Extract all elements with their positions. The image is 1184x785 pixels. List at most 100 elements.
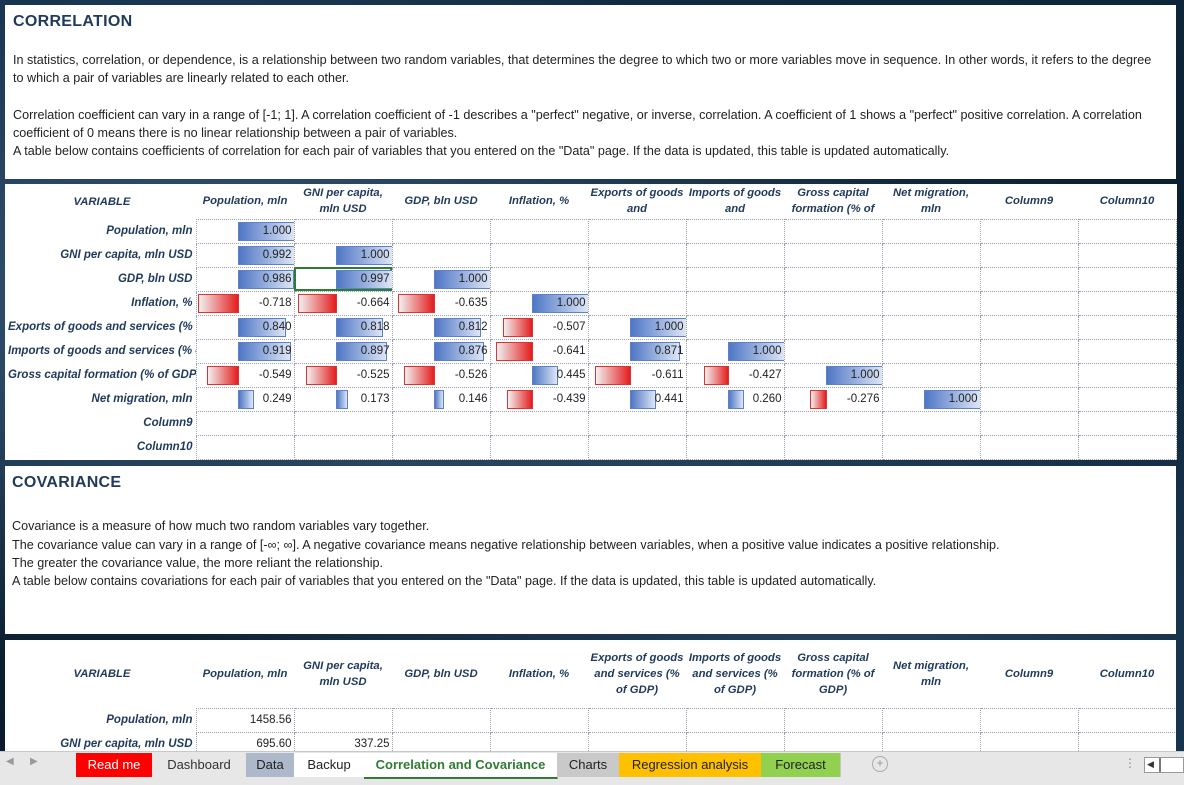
cov-cell[interactable] [783,707,883,733]
corr-cell[interactable] [979,218,1079,244]
corr-cell[interactable]: 1.000 [881,386,981,412]
corr-cell[interactable] [1077,290,1177,316]
corr-cell[interactable]: -0.526 [391,362,491,388]
corr-cell[interactable] [979,314,1079,340]
corr-cell[interactable] [1077,434,1177,460]
corr-cell[interactable] [783,266,883,292]
corr-row-label[interactable]: GDP, bln USD [117,272,193,285]
corr-cell[interactable] [783,410,883,436]
corr-cell[interactable]: 0.919 [195,338,295,364]
corr-row-label[interactable]: Column10 [136,440,193,453]
corr-cell[interactable] [391,410,491,436]
cov-header-col-10[interactable]: Column10 [1099,667,1155,680]
corr-cell[interactable]: 0.997 [293,266,393,292]
corr-cell[interactable]: -0.276 [783,386,883,412]
corr-cell[interactable] [587,434,687,460]
cov-cell[interactable] [391,707,491,733]
cov-cell[interactable] [783,731,883,751]
corr-cell[interactable]: -0.549 [195,362,295,388]
cov-cell[interactable] [881,731,981,751]
corr-cell[interactable]: 0.249 [195,386,295,412]
cov-header-col-3[interactable]: GDP, bln USD [404,667,478,680]
sheet-tab-read-me[interactable]: Read me [76,753,153,777]
corr-cell[interactable] [195,434,295,460]
corr-cell[interactable] [979,410,1079,436]
sheet-tab-data[interactable]: Data [246,753,295,777]
sheet-tab-correlation-and-covariance[interactable]: Correlation and Covariance [364,753,558,779]
cov-cell[interactable] [979,707,1079,733]
corr-header-col-4[interactable]: Inflation, % [508,195,570,208]
corr-cell[interactable] [1077,266,1177,292]
cov-cell[interactable] [1077,731,1176,751]
corr-header-col-7[interactable]: Gross capital formation (% of [791,187,875,216]
cov-header-col-8[interactable]: Net migration, mln [893,659,969,688]
corr-cell[interactable]: -0.525 [293,362,393,388]
sheet-tab-forecast[interactable]: Forecast [761,753,841,777]
corr-cell[interactable] [783,338,883,364]
cov-cell[interactable] [685,707,785,733]
cov-cell[interactable] [293,707,393,733]
corr-cell[interactable]: 0.173 [293,386,393,412]
corr-cell[interactable] [587,218,687,244]
corr-cell[interactable] [391,218,491,244]
corr-cell[interactable]: -0.439 [489,386,589,412]
corr-cell[interactable] [685,218,785,244]
corr-cell[interactable] [685,266,785,292]
corr-cell[interactable] [293,410,393,436]
corr-cell[interactable] [587,410,687,436]
cov-header-col-6[interactable]: Imports of goods and services (% of GDP) [688,651,782,696]
cov-cell[interactable] [587,707,687,733]
corr-cell[interactable]: -0.718 [195,290,295,316]
corr-cell[interactable] [979,242,1079,268]
corr-cell[interactable]: 0.441 [587,386,687,412]
corr-header-col-10[interactable]: Column10 [1099,195,1155,208]
more-options-icon[interactable]: ⋮ [1124,756,1136,770]
corr-cell[interactable] [587,290,687,316]
corr-cell[interactable]: 1.000 [391,266,491,292]
scroll-tabs-left-icon[interactable]: ◀ [6,756,14,767]
cov-cell[interactable] [881,707,981,733]
corr-row-label[interactable]: Gross capital formation (% of GDP) [8,368,196,381]
corr-cell[interactable]: 0.818 [293,314,393,340]
corr-cell[interactable]: -0.611 [587,362,687,388]
corr-cell[interactable] [1077,362,1177,388]
corr-cell[interactable] [685,290,785,316]
corr-cell[interactable] [881,338,981,364]
cov-cell[interactable] [1077,707,1176,733]
corr-header-col-5[interactable]: Exports of goods and [590,187,684,216]
corr-header-col-2[interactable]: GNI per capita, mln USD [303,187,383,216]
corr-row-label[interactable]: Population, mln [106,224,193,237]
corr-row-label[interactable]: GNI per capita, mln USD [60,248,193,261]
corr-row-label[interactable]: Imports of goods and services (% of GDP) [8,344,196,357]
corr-cell[interactable]: 0.812 [391,314,491,340]
corr-cell[interactable] [587,242,687,268]
corr-cell[interactable] [881,266,981,292]
corr-cell[interactable]: 0.986 [195,266,295,292]
cov-row-label[interactable]: GNI per capita, mln USD [60,737,193,750]
corr-cell[interactable] [195,410,295,436]
corr-cell[interactable] [1077,218,1177,244]
corr-cell[interactable] [783,434,883,460]
corr-cell[interactable]: 0.445 [489,362,589,388]
corr-cell[interactable] [783,242,883,268]
corr-cell[interactable] [881,314,981,340]
corr-row-label[interactable]: Column9 [143,416,193,429]
corr-cell[interactable] [1077,386,1177,412]
cov-header-col-2[interactable]: GNI per capita, mln USD [303,659,383,688]
corr-row-label[interactable]: Inflation, % [131,296,193,309]
corr-row-label[interactable]: Exports of goods and services (% of GDP) [8,320,196,333]
cov-cell[interactable]: 337.25 [293,731,393,751]
corr-cell[interactable]: -0.635 [391,290,491,316]
cov-cell[interactable] [979,731,1079,751]
corr-cell[interactable] [489,266,589,292]
corr-cell[interactable] [685,410,785,436]
cov-row-label[interactable]: Population, mln [106,713,193,726]
cov-cell[interactable] [391,731,491,751]
corr-cell[interactable]: 0.992 [195,242,295,268]
sheet-tab-dashboard[interactable]: Dashboard [152,753,247,777]
corr-cell[interactable] [979,266,1079,292]
corr-cell[interactable] [1077,314,1177,340]
corr-cell[interactable]: 0.871 [587,338,687,364]
corr-cell[interactable] [1077,410,1177,436]
sheet-tab-charts[interactable]: Charts [557,753,620,777]
